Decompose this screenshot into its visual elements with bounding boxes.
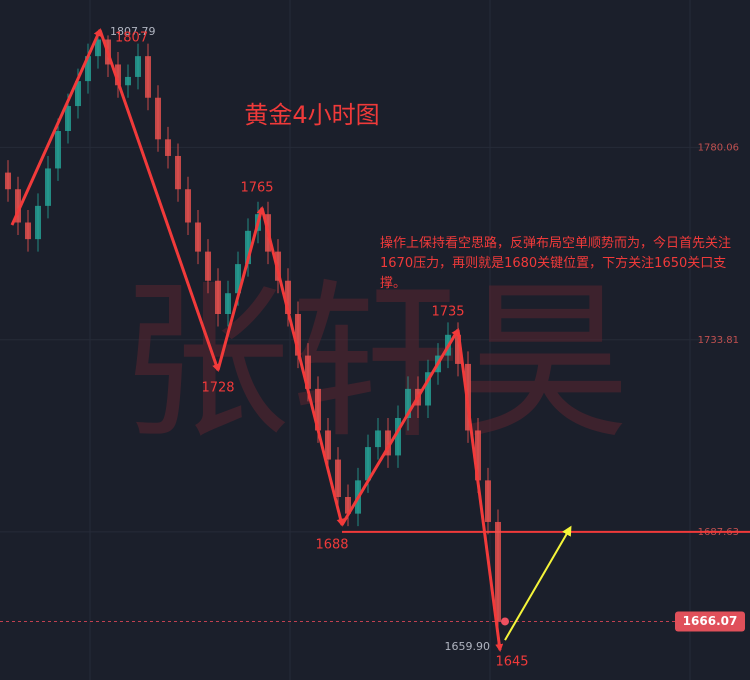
- last-price-label: 1666.07: [683, 614, 738, 628]
- candle-body: [205, 251, 211, 281]
- candle-body: [405, 388, 411, 418]
- candle-body: [475, 430, 481, 481]
- wave-thin: [217, 207, 263, 371]
- candle-body: [45, 168, 51, 206]
- candle-body: [225, 293, 231, 315]
- note: 操作上保持看空思路，反弹布局空单顺势而为，今日首先关注1670压力，再则就是16…: [380, 236, 732, 291]
- candle-body: [295, 314, 301, 356]
- candle-body: [325, 430, 331, 460]
- wave-label: 1728: [201, 381, 234, 396]
- candle-body: [285, 280, 291, 315]
- candle-body: [75, 81, 81, 107]
- candle-body: [395, 417, 401, 456]
- candle-body: [165, 139, 171, 156]
- candle-body: [375, 430, 381, 448]
- candle-body: [455, 334, 461, 364]
- wave-label: 1735: [431, 304, 464, 319]
- candle-body: [85, 56, 91, 82]
- wave-label: 1688: [315, 537, 348, 552]
- candle-body: [495, 521, 501, 622]
- candle-body: [335, 459, 341, 498]
- wave-label: 1807: [115, 30, 148, 45]
- candle-body: [365, 447, 371, 481]
- candle-body: [425, 372, 431, 406]
- y-tick-label: 1733.81: [698, 335, 739, 346]
- candle-body: [315, 388, 321, 431]
- wave-label: 1765: [240, 180, 273, 195]
- candle-body: [155, 97, 161, 140]
- wave-thin: [11, 29, 101, 226]
- candle-body: [175, 155, 181, 190]
- candle-body: [15, 189, 21, 223]
- candle-body: [215, 280, 221, 315]
- candle-body: [235, 264, 241, 294]
- wave-thin: [341, 329, 459, 526]
- wave-thin: [457, 329, 501, 651]
- forecast-arrow: [504, 525, 572, 641]
- candle-body: [65, 106, 71, 132]
- wave-thin: [99, 29, 219, 371]
- candle-body: [125, 76, 131, 86]
- candle-body: [385, 430, 391, 456]
- last-price-badge: [675, 611, 745, 632]
- candle-body: [485, 480, 491, 522]
- chart-title: 黄金4小时图: [244, 101, 379, 129]
- last-price-dot: [501, 617, 509, 626]
- candle-body: [185, 189, 191, 223]
- y-tick-label: 1780.06: [698, 142, 739, 153]
- wave-label: 1645: [495, 655, 528, 670]
- candle-body: [195, 222, 201, 252]
- low-label: 1659.90: [445, 640, 491, 653]
- candle-body: [95, 39, 101, 57]
- wave-thin: [261, 207, 343, 525]
- watermark: 张轩昊: [120, 264, 630, 462]
- candle-body: [5, 172, 11, 190]
- candle-body: [25, 222, 31, 240]
- candle-body: [35, 205, 41, 240]
- candle-body: [145, 56, 151, 98]
- candle-body: [305, 355, 311, 389]
- candle-body: [115, 64, 121, 86]
- candle-body: [345, 497, 351, 514]
- candle-body: [135, 56, 141, 77]
- candle-body: [245, 230, 251, 265]
- candle-body: [55, 131, 61, 169]
- high-label: 1807.79: [110, 25, 156, 38]
